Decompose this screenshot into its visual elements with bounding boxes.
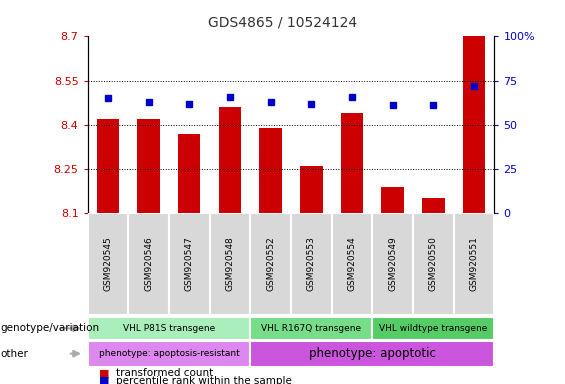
Text: phenotype: apoptotic: phenotype: apoptotic bbox=[309, 347, 436, 360]
Bar bbox=[250, 317, 372, 340]
Bar bbox=[381, 187, 404, 213]
Bar bbox=[88, 213, 128, 315]
Text: GSM920552: GSM920552 bbox=[266, 237, 275, 291]
Bar bbox=[422, 199, 445, 213]
Text: phenotype: apoptosis-resistant: phenotype: apoptosis-resistant bbox=[98, 349, 240, 358]
Text: GSM920549: GSM920549 bbox=[388, 237, 397, 291]
Text: genotype/variation: genotype/variation bbox=[0, 323, 99, 333]
Text: VHL R167Q transgene: VHL R167Q transgene bbox=[261, 324, 362, 333]
Text: VHL wildtype transgene: VHL wildtype transgene bbox=[379, 324, 488, 333]
Text: GSM920545: GSM920545 bbox=[103, 237, 112, 291]
Text: percentile rank within the sample: percentile rank within the sample bbox=[116, 376, 292, 384]
Text: VHL P81S transgene: VHL P81S transgene bbox=[123, 324, 215, 333]
Text: GSM920547: GSM920547 bbox=[185, 237, 194, 291]
Bar bbox=[372, 317, 494, 340]
Text: GSM920548: GSM920548 bbox=[225, 237, 234, 291]
Text: ■: ■ bbox=[99, 376, 110, 384]
Text: ■: ■ bbox=[99, 368, 110, 378]
Text: other: other bbox=[0, 349, 28, 359]
Bar bbox=[341, 113, 363, 213]
Text: GSM920554: GSM920554 bbox=[347, 237, 357, 291]
Bar bbox=[454, 213, 494, 315]
Bar bbox=[128, 213, 169, 315]
Bar bbox=[210, 213, 250, 315]
Bar bbox=[300, 166, 323, 213]
Bar bbox=[137, 119, 160, 213]
Text: GSM920551: GSM920551 bbox=[470, 237, 479, 291]
Bar bbox=[463, 36, 485, 213]
Bar bbox=[97, 119, 119, 213]
Bar bbox=[88, 341, 250, 367]
Text: transformed count: transformed count bbox=[116, 368, 213, 378]
Bar bbox=[413, 213, 454, 315]
Bar bbox=[88, 317, 250, 340]
Bar bbox=[291, 213, 332, 315]
Bar bbox=[372, 213, 413, 315]
Text: GSM920546: GSM920546 bbox=[144, 237, 153, 291]
Bar bbox=[178, 134, 201, 213]
Bar bbox=[169, 213, 210, 315]
Bar bbox=[259, 128, 282, 213]
Text: GDS4865 / 10524124: GDS4865 / 10524124 bbox=[208, 15, 357, 29]
Bar bbox=[332, 213, 372, 315]
Text: GSM920553: GSM920553 bbox=[307, 237, 316, 291]
Text: GSM920550: GSM920550 bbox=[429, 237, 438, 291]
Bar bbox=[250, 341, 494, 367]
Bar bbox=[219, 107, 241, 213]
Bar bbox=[250, 213, 291, 315]
